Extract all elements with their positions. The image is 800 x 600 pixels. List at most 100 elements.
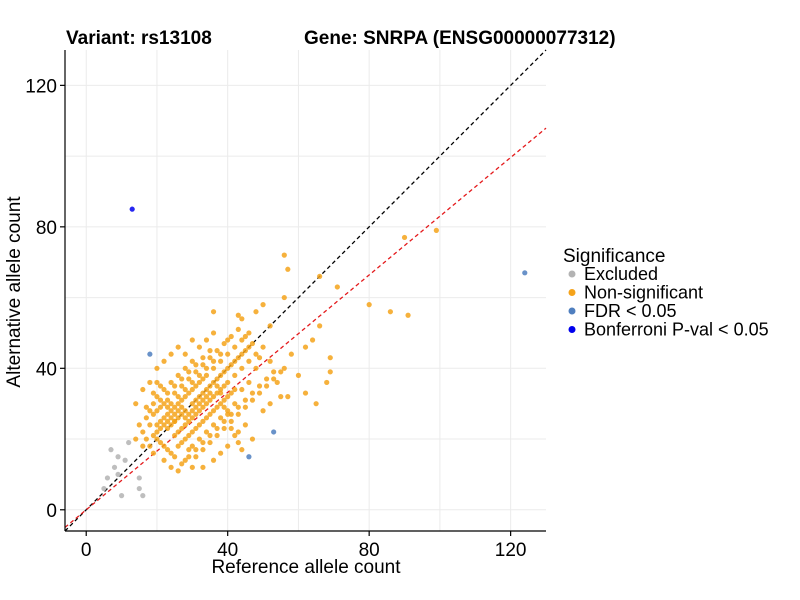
data-point-non-significant [210,330,217,336]
data-point-non-significant [207,439,213,446]
data-point-non-significant [239,386,245,393]
data-point-non-significant [207,390,213,396]
data-point-non-significant [260,344,266,350]
data-point-non-significant [203,386,210,393]
reference-line-expected-ratio [64,127,547,528]
data-point-non-significant [221,404,227,410]
data-point-non-significant [267,323,273,329]
data-point-non-significant [157,418,164,424]
data-point-non-significant [193,383,199,389]
data-point-non-significant [186,369,192,375]
data-point-non-significant [235,355,241,361]
legend-label: Bonferroni P-val < 0.05 [584,320,769,340]
data-point-non-significant [225,351,231,357]
data-point-non-significant [324,379,330,386]
data-point-non-significant [200,362,206,368]
data-point-non-significant [164,447,171,453]
data-point-non-significant [242,348,248,354]
data-point-non-significant [182,436,188,442]
data-point-non-significant [168,379,174,386]
data-point-non-significant [161,386,167,393]
data-point-non-significant [140,443,146,449]
data-point-non-significant [164,411,171,417]
data-point-non-significant [203,401,210,407]
data-point-non-significant [228,418,234,424]
data-point-non-significant [161,358,167,364]
data-point-non-significant [193,425,199,432]
data-point-non-significant [172,454,178,460]
data-point-non-significant [140,386,146,393]
data-point-non-significant [405,312,411,318]
data-point-non-significant [225,365,231,371]
data-point-non-significant [179,411,185,417]
data-point-non-significant [147,443,153,449]
data-point-non-significant [263,383,270,389]
legend-swatch [568,307,576,315]
data-point-non-significant [168,408,174,414]
data-point-non-significant [193,397,199,403]
data-point-non-significant [189,401,195,407]
data-point-non-significant [200,404,206,410]
data-point-non-significant [196,408,202,414]
data-point-excluded [136,485,142,492]
data-point-non-significant [154,394,160,400]
chart-title-variant: Variant: rs13108 [66,28,212,49]
data-point-non-significant [189,358,195,364]
data-point-non-significant [154,365,160,371]
data-point-non-significant [317,273,323,279]
data-point-non-significant [182,386,188,393]
data-point-non-significant [186,432,192,439]
data-point-non-significant [196,379,202,386]
data-point-non-significant [218,450,224,456]
data-point-non-significant [210,358,217,364]
data-point-non-significant [189,386,195,393]
data-point-non-significant [186,418,192,424]
data-point-excluded [140,493,146,499]
data-point-non-significant [193,369,199,375]
data-point-non-significant [281,294,287,301]
data-point-non-significant [154,436,160,442]
data-point-non-significant [271,369,277,375]
data-point-fdr-0-05 [246,454,252,460]
data-point-non-significant [154,429,160,435]
data-point-non-significant [203,429,210,435]
axes [64,50,546,532]
data-point-non-significant [225,337,231,343]
data-point-non-significant [182,457,188,463]
data-point-non-significant [133,401,139,407]
data-point-non-significant [214,376,220,382]
data-point-non-significant [309,337,316,343]
data-point-non-significant [207,397,213,403]
data-point-non-significant [179,439,185,446]
data-point-non-significant [225,411,231,417]
data-point-non-significant [210,457,217,463]
data-point-non-significant [207,355,213,361]
data-point-non-significant [232,432,238,439]
data-point-non-significant [168,401,174,407]
data-point-non-significant [281,365,287,371]
data-point-non-significant [218,372,224,378]
data-point-non-significant [221,369,227,375]
data-point-non-significant [249,340,256,347]
data-point-non-significant [193,411,199,417]
data-point-non-significant [203,337,210,343]
data-point-non-significant [193,454,199,460]
legend-title: Significance [563,246,665,267]
data-point-non-significant [214,432,220,439]
data-point-non-significant [182,351,188,357]
data-point-non-significant [207,348,213,354]
data-point-non-significant [387,309,393,315]
data-point-non-significant [161,457,167,463]
data-point-non-significant [172,404,178,410]
data-point-non-significant [172,418,178,424]
data-point-non-significant [157,425,164,432]
data-point-bonferroni-p-val-0-05 [129,206,135,212]
data-point-non-significant [313,401,319,407]
data-point-non-significant [182,408,188,414]
data-point-non-significant [200,418,206,424]
data-point-non-significant [203,415,210,421]
data-point-non-significant [200,376,206,382]
data-point-non-significant [157,383,164,389]
data-point-non-significant [203,394,210,400]
data-point-non-significant [186,454,192,460]
